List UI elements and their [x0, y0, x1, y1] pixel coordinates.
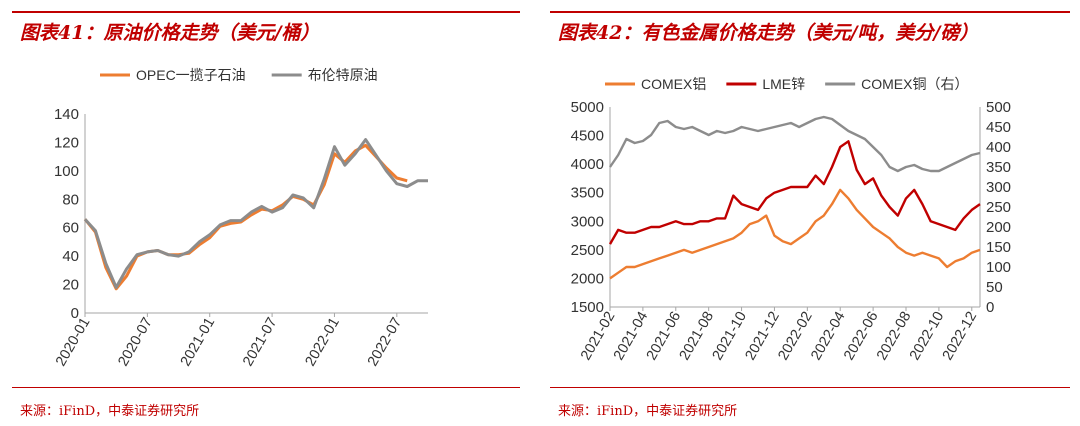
y2-tick-label: 500	[986, 99, 1011, 116]
y-tick-label: 2000	[571, 270, 604, 287]
y2-tick-label: 150	[986, 239, 1011, 256]
y-tick-label: 140	[54, 106, 79, 123]
x-tick-label: 2020-07	[115, 315, 155, 369]
series-line	[83, 138, 428, 289]
series-line	[608, 140, 981, 245]
y2-tick-label: 0	[986, 299, 994, 316]
legend-label: 布伦特原油	[308, 67, 378, 83]
y-tick-label: 1500	[571, 299, 604, 316]
y-tick-label: 20	[62, 277, 79, 294]
source-note: 来源：iFinD，中泰证券研究所	[20, 404, 200, 419]
source-rule	[12, 387, 520, 388]
legend-label: LME锌	[762, 76, 805, 92]
title-rule	[12, 11, 520, 13]
metals-price-chart: 1500 2000 2500 3000 3500 4000 4500 5000 0 50 100 15…	[571, 76, 1011, 363]
y-tick-label: 5000	[571, 99, 604, 116]
legend-label: OPEC一揽子石油	[136, 67, 246, 83]
y2-tick-label: 450	[986, 119, 1011, 136]
y-tick-label: 4000	[571, 156, 604, 173]
legend-label: COMEX铝	[641, 76, 706, 92]
title-rule	[550, 11, 1070, 13]
y2-tick-label: 400	[986, 139, 1011, 156]
series-line	[609, 188, 981, 280]
series-line	[609, 115, 981, 173]
right-chart-panel: 图表42：有色金属价格走势（美元/吨，美分/磅） 1500 2000 2500 300…	[550, 0, 1080, 426]
x-tick-label: 2021-07	[240, 315, 280, 369]
y2-tick-label: 250	[986, 199, 1011, 216]
y-tick-label: 3000	[571, 213, 604, 230]
y-tick-label: 0	[71, 305, 79, 322]
source-note: 来源：iFinD，中泰证券研究所	[558, 404, 738, 419]
x-tick-label: 2022-01	[302, 315, 342, 369]
y-tick-label: 120	[54, 134, 79, 151]
source-rule	[550, 387, 1070, 388]
y2-tick-label: 350	[986, 159, 1011, 176]
y-tick-label: 2500	[571, 242, 604, 259]
y-tick-label: 3500	[571, 185, 604, 202]
y2-tick-label: 300	[986, 179, 1011, 196]
chart-title: 图表41：原油价格走势（美元/桶）	[20, 22, 320, 44]
x-tick-label: 2021-01	[178, 315, 218, 369]
x-tick-label: 2020-01	[53, 315, 93, 369]
y-tick-label: 4500	[571, 128, 604, 145]
y2-tick-label: 50	[986, 279, 1003, 296]
oil-price-chart: 0 20 40 60 80 100 120 140 2020-01 2020-07 2021-01 2…	[53, 67, 428, 369]
left-chart-panel: 图表41：原油价格走势（美元/桶） 0 20 40 60 80 100 120 140 2020…	[0, 0, 530, 426]
y-tick-label: 80	[62, 191, 79, 208]
y2-tick-label: 200	[986, 219, 1011, 236]
y-tick-label: 100	[54, 163, 79, 180]
y-tick-label: 60	[62, 220, 79, 237]
y-tick-label: 40	[62, 248, 79, 265]
legend-label: COMEX铜（右）	[861, 76, 968, 92]
x-tick-label: 2022-07	[365, 315, 405, 369]
chart-title: 图表42：有色金属价格走势（美元/吨，美分/磅）	[558, 22, 979, 44]
y2-tick-label: 100	[986, 259, 1011, 276]
